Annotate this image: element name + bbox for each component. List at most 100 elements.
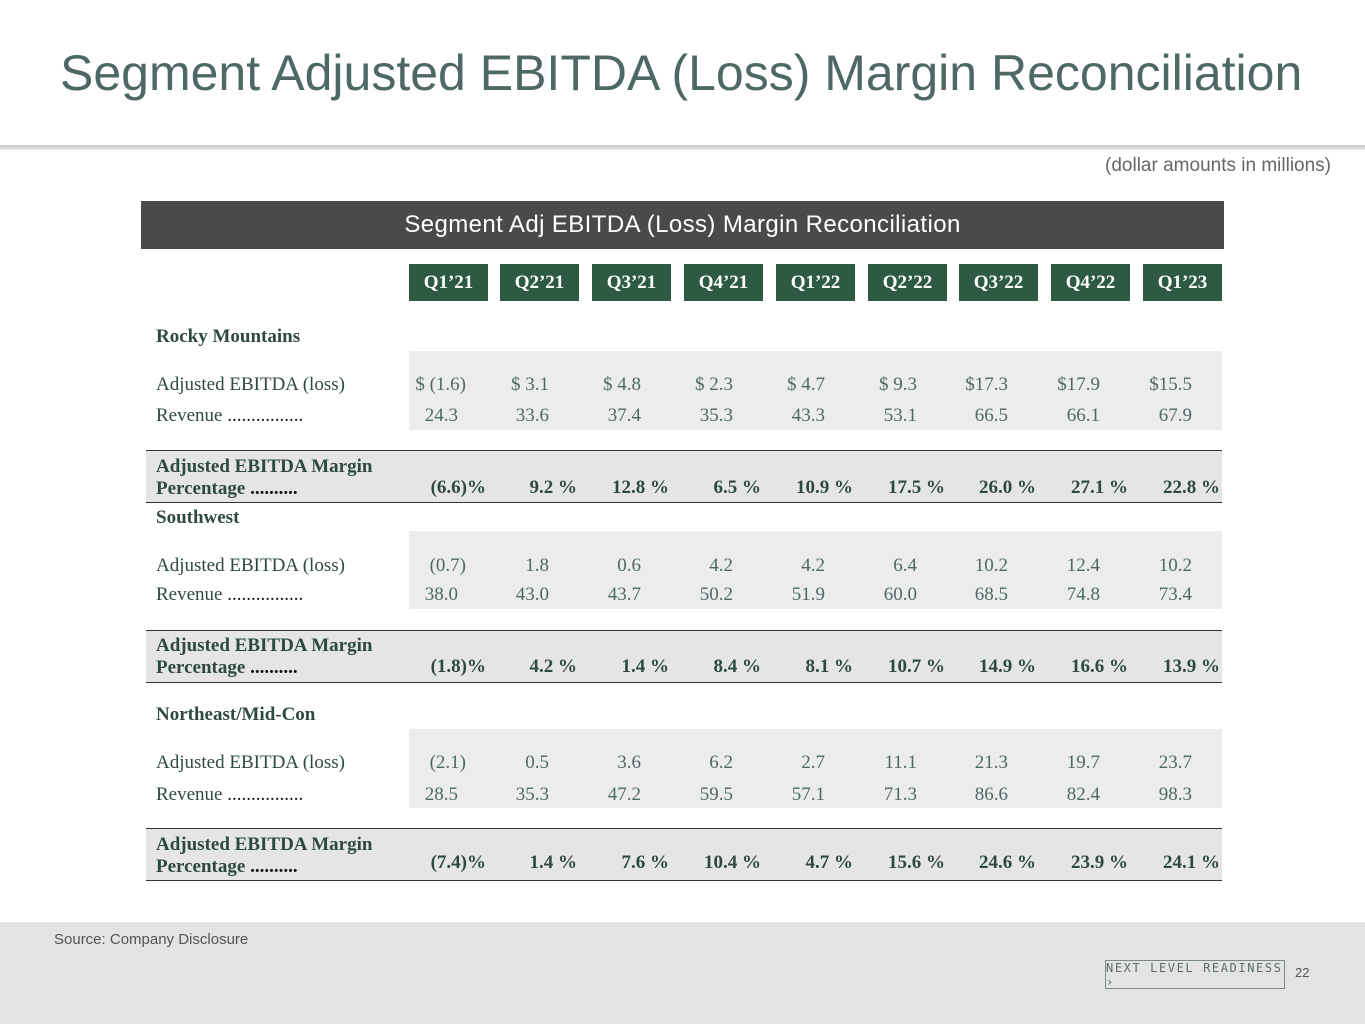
- margin-label-line1: Adjusted EBITDA Margin: [156, 635, 373, 656]
- ebitda-value: 3.6: [617, 752, 641, 773]
- revenue-value: 35.3: [699, 405, 733, 426]
- revenue-value: 74.8: [1066, 584, 1100, 605]
- section-title-northeast-mid-con: Northeast/Mid-Con: [156, 704, 316, 725]
- revenue-value: 51.9: [791, 584, 825, 605]
- margin-value: 10.9 %: [796, 477, 853, 498]
- revenue-value: 33.6: [515, 405, 549, 426]
- row-label-ebitda: Adjusted EBITDA (loss): [156, 374, 345, 395]
- footer-bar: [0, 922, 1365, 1024]
- margin-value: 16.6 %: [1071, 656, 1128, 677]
- ebitda-value: $17.3: [965, 374, 1008, 395]
- source-note: Source: Company Disclosure: [54, 931, 249, 948]
- margin-leader-dots: ..........: [250, 657, 298, 678]
- revenue-label-text: Revenue: [156, 405, 223, 426]
- margin-value: 23.9 %: [1071, 852, 1128, 873]
- ebitda-value: $ 9.3: [879, 374, 917, 395]
- quarter-header-4: Q1’22: [776, 264, 855, 301]
- margin-label-line2: Percentage: [156, 478, 246, 499]
- quarter-header-2: Q3’21: [592, 264, 671, 301]
- ebitda-value: $17.9: [1057, 374, 1100, 395]
- section-title-rocky-mountains: Rocky Mountains: [156, 326, 301, 347]
- page-number: 22: [1295, 965, 1310, 980]
- revenue-value: 98.3: [1158, 784, 1192, 805]
- ebitda-value: 23.7: [1158, 752, 1192, 773]
- row-label-revenue: Revenue ................: [156, 784, 303, 806]
- margin-value: 6.5 %: [713, 477, 762, 498]
- ebitda-value: $ 4.7: [787, 374, 825, 395]
- margin-value: 1.4 %: [529, 852, 578, 873]
- revenue-value: 43.0: [515, 584, 549, 605]
- margin-value: 14.9 %: [979, 656, 1036, 677]
- ebitda-value: 4.2: [801, 555, 825, 576]
- revenue-value: 59.5: [699, 784, 733, 805]
- southwest-data-band: [409, 531, 1222, 609]
- brand-tagline-box: NEXT LEVEL READINESS ›: [1105, 960, 1285, 989]
- revenue-value: 73.4: [1158, 584, 1192, 605]
- section-title-southwest: Southwest: [156, 507, 240, 528]
- slide-title: Segment Adjusted EBITDA (Loss) Margin Re…: [60, 45, 1303, 101]
- revenue-value: 38.0: [424, 584, 458, 605]
- margin-value: 10.7 %: [888, 656, 945, 677]
- margin-value: 1.4 %: [621, 656, 670, 677]
- margin-value: 9.2 %: [529, 477, 578, 498]
- revenue-value: 28.5: [424, 784, 458, 805]
- revenue-leader-dots: ................: [227, 584, 304, 605]
- rocky-data-band: [409, 351, 1222, 430]
- margin-value: 22.8 %: [1163, 477, 1220, 498]
- margin-value: 27.1 %: [1071, 477, 1128, 498]
- ebitda-value: $ 3.1: [511, 374, 549, 395]
- revenue-value: 82.4: [1066, 784, 1100, 805]
- margin-value: 17.5 %: [888, 477, 945, 498]
- revenue-value: 66.5: [974, 405, 1008, 426]
- quarter-header-1: Q2’21: [500, 264, 579, 301]
- southwest-margin-band: [146, 630, 1222, 683]
- margin-leader-dots: ..........: [250, 856, 298, 877]
- margin-value: 4.7 %: [805, 852, 854, 873]
- quarter-header-7: Q4’22: [1051, 264, 1130, 301]
- ebitda-value: $15.5: [1149, 374, 1192, 395]
- table-title-bar: Segment Adj EBITDA (Loss) Margin Reconci…: [141, 201, 1224, 249]
- row-label-ebitda: Adjusted EBITDA (loss): [156, 752, 345, 773]
- revenue-value: 43.3: [791, 405, 825, 426]
- quarter-header-5: Q2’22: [868, 264, 947, 301]
- revenue-value: 66.1: [1066, 405, 1100, 426]
- revenue-label-text: Revenue: [156, 584, 223, 605]
- margin-label-line2: Percentage: [156, 657, 246, 678]
- margin-value: 8.4 %: [713, 656, 762, 677]
- margin-value: 15.6 %: [888, 852, 945, 873]
- revenue-value: 35.3: [515, 784, 549, 805]
- revenue-value: 47.2: [607, 784, 641, 805]
- ebitda-value: 21.3: [974, 752, 1008, 773]
- revenue-value: 24.3: [424, 405, 458, 426]
- ebitda-value: 11.1: [884, 752, 917, 773]
- revenue-value: 53.1: [883, 405, 917, 426]
- ebitda-value: $ 4.8: [603, 374, 641, 395]
- margin-value: 24.6 %: [979, 852, 1036, 873]
- ebitda-value: 4.2: [709, 555, 733, 576]
- margin-value: 12.8 %: [612, 477, 669, 498]
- northeast-margin-band: [146, 828, 1222, 881]
- revenue-value: 50.2: [699, 584, 733, 605]
- quarter-header-3: Q4’21: [684, 264, 763, 301]
- margin-value: 8.1 %: [805, 656, 854, 677]
- margin-label-line1: Adjusted EBITDA Margin: [156, 834, 373, 855]
- ebitda-value: (0.7): [429, 555, 466, 576]
- ebitda-value: 6.4: [893, 555, 917, 576]
- margin-value: (1.8)%: [430, 656, 486, 677]
- margin-label-line2: Percentage: [156, 856, 246, 877]
- margin-value: (6.6)%: [430, 477, 486, 498]
- ebitda-value: 1.8: [525, 555, 549, 576]
- revenue-value: 37.4: [607, 405, 641, 426]
- ebitda-value: 2.7: [801, 752, 825, 773]
- row-label-revenue: Revenue ................: [156, 405, 303, 427]
- title-divider: [0, 145, 1365, 150]
- margin-leader-dots: ..........: [250, 478, 298, 499]
- margin-value: 13.9 %: [1163, 656, 1220, 677]
- ebitda-value: 0.6: [617, 555, 641, 576]
- ebitda-value: (2.1): [429, 752, 466, 773]
- quarter-header-6: Q3’22: [959, 264, 1038, 301]
- ebitda-value: 0.5: [525, 752, 549, 773]
- quarter-header-8: Q1’23: [1143, 264, 1222, 301]
- row-label-ebitda: Adjusted EBITDA (loss): [156, 555, 345, 576]
- margin-value: 7.6 %: [621, 852, 670, 873]
